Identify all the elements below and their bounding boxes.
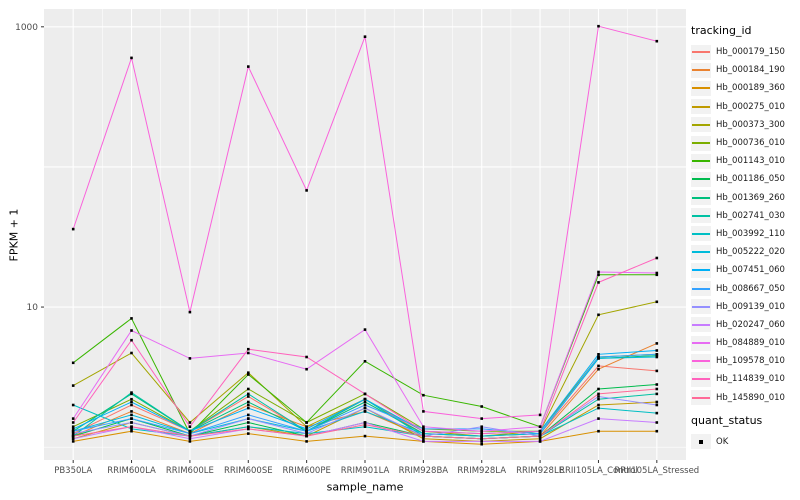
legend-item-label: Hb_000373_300 [716,119,785,130]
x-tick-label: RRII105LA_Stressed [614,466,699,476]
legend-item: Hb_007451_060 [691,261,799,279]
x-tick-label: PB350LA [54,466,92,476]
legend-items-quant-status: OK [691,433,799,451]
legend-item-label: Hb_003992_110 [716,228,785,239]
legend-item-label: OK [716,436,729,447]
points-Hb_084889_010 [71,270,659,433]
legend-item-label: Hb_084889_010 [716,338,785,349]
legend-item: Hb_109578_010 [691,352,799,370]
legend-key-swatch [691,171,711,187]
legend-key-swatch [691,244,711,260]
legend-item-label: Hb_000184_190 [716,65,785,76]
legend-item: Hb_008667_050 [691,279,799,297]
x-tick-label: RRIM928LA [457,466,506,476]
x-axis-title: sample_name [326,480,404,494]
legend: tracking_id Hb_000179_150 Hb_000184_190 Hb… [691,24,799,451]
legend-key-swatch [691,317,711,333]
legend-item: Hb_003992_110 [691,225,799,243]
legend-item: Hb_001186_050 [691,170,799,188]
x-tick-label: RRIM928LE [516,466,564,476]
legend-key-swatch [691,262,711,278]
legend-item: Hb_000179_150 [691,43,799,61]
legend-item: Hb_000184_190 [691,61,799,79]
legend-key-swatch [691,353,711,369]
legend-item: Hb_000189_360 [691,79,799,97]
legend-item-quant: OK [691,433,799,451]
legend-item-label: Hb_000275_010 [716,101,785,112]
legend-key-swatch [691,371,711,387]
legend-item: Hb_145890_010 [691,389,799,407]
legend-key-swatch [691,62,711,78]
legend-item: Hb_009139_010 [691,298,799,316]
legend-key-swatch [691,208,711,224]
legend-key-swatch [691,99,711,115]
y-axis-title: FPKM + 1 [7,208,21,262]
legend-item-label: Hb_001186_050 [716,174,785,185]
legend-item-label: Hb_005222_020 [716,247,785,258]
legend-item-label: Hb_000189_360 [716,83,785,94]
legend-item: Hb_001369_260 [691,189,799,207]
legend-item: Hb_000275_010 [691,98,799,116]
legend-item: Hb_005222_020 [691,243,799,261]
legend-item: Hb_020247_060 [691,316,799,334]
legend-item-label: Hb_009139_010 [716,301,785,312]
x-tick-label: RRIM600LA [107,466,156,476]
points-Hb_145890_010 [71,387,659,440]
legend-key-swatch [691,153,711,169]
points-Hb_114839_010 [71,256,659,435]
legend-item-label: Hb_145890_010 [716,392,785,403]
legend-key-swatch [691,281,711,297]
legend-item: Hb_000736_010 [691,134,799,152]
legend-title-quant-status: quant_status [691,413,763,427]
legend-item-label: Hb_007451_060 [716,265,785,276]
legend-item-label: Hb_114839_010 [716,374,785,385]
y-tick-label: 1000 [15,23,38,33]
legend-item-label: Hb_002741_030 [716,210,785,221]
x-tick-label: RRIM928BA [399,466,449,476]
gridlines [44,9,686,460]
legend-key-swatch [691,44,711,60]
legend-key-swatch [691,117,711,133]
x-tick-label: RRIM901LA [341,466,390,476]
points-Hb_008667_050 [71,353,659,435]
legend-key-point [691,434,711,450]
legend-item-label: Hb_000179_150 [716,47,785,58]
legend-item-label: Hb_109578_010 [716,356,785,367]
legend-item-label: Hb_008667_050 [716,283,785,294]
legend-key-swatch [691,335,711,351]
legend-item: Hb_000373_300 [691,116,799,134]
legend-key-swatch [691,390,711,406]
legend-items-tracking-id: Hb_000179_150 Hb_000184_190 Hb_000189_360 H… [691,43,799,407]
legend-item-label: Hb_001143_010 [716,156,785,167]
legend-item: Hb_001143_010 [691,152,799,170]
y-tick-label: 10 [27,303,39,313]
legend-title-tracking-id: tracking_id [691,24,752,37]
x-tick-label: RRIM600PE [282,466,330,476]
legend-item-label: Hb_001369_260 [716,192,785,203]
legend-item: Hb_002741_030 [691,207,799,225]
legend-key-swatch [691,190,711,206]
legend-item-label: Hb_000736_010 [716,138,785,149]
legend-item: Hb_114839_010 [691,370,799,388]
x-tick-label: RRIM600LE [166,466,214,476]
legend-item-label: Hb_020247_060 [716,319,785,330]
legend-key-swatch [691,135,711,151]
axis-ticks-and-labels: 10 1000 PB350LA RRIM600LA RRIM600LE RRIM600SE… [15,23,699,476]
x-tick-label: RRII105LA_Control [559,466,638,476]
legend-key-swatch [691,299,711,315]
legend-key-swatch [691,226,711,242]
data-points [71,24,659,446]
legend-key-swatch [691,80,711,96]
points-Hb_109578_010 [71,24,659,420]
legend-item: Hb_084889_010 [691,334,799,352]
x-tick-label: RRIM600SE [224,466,273,476]
